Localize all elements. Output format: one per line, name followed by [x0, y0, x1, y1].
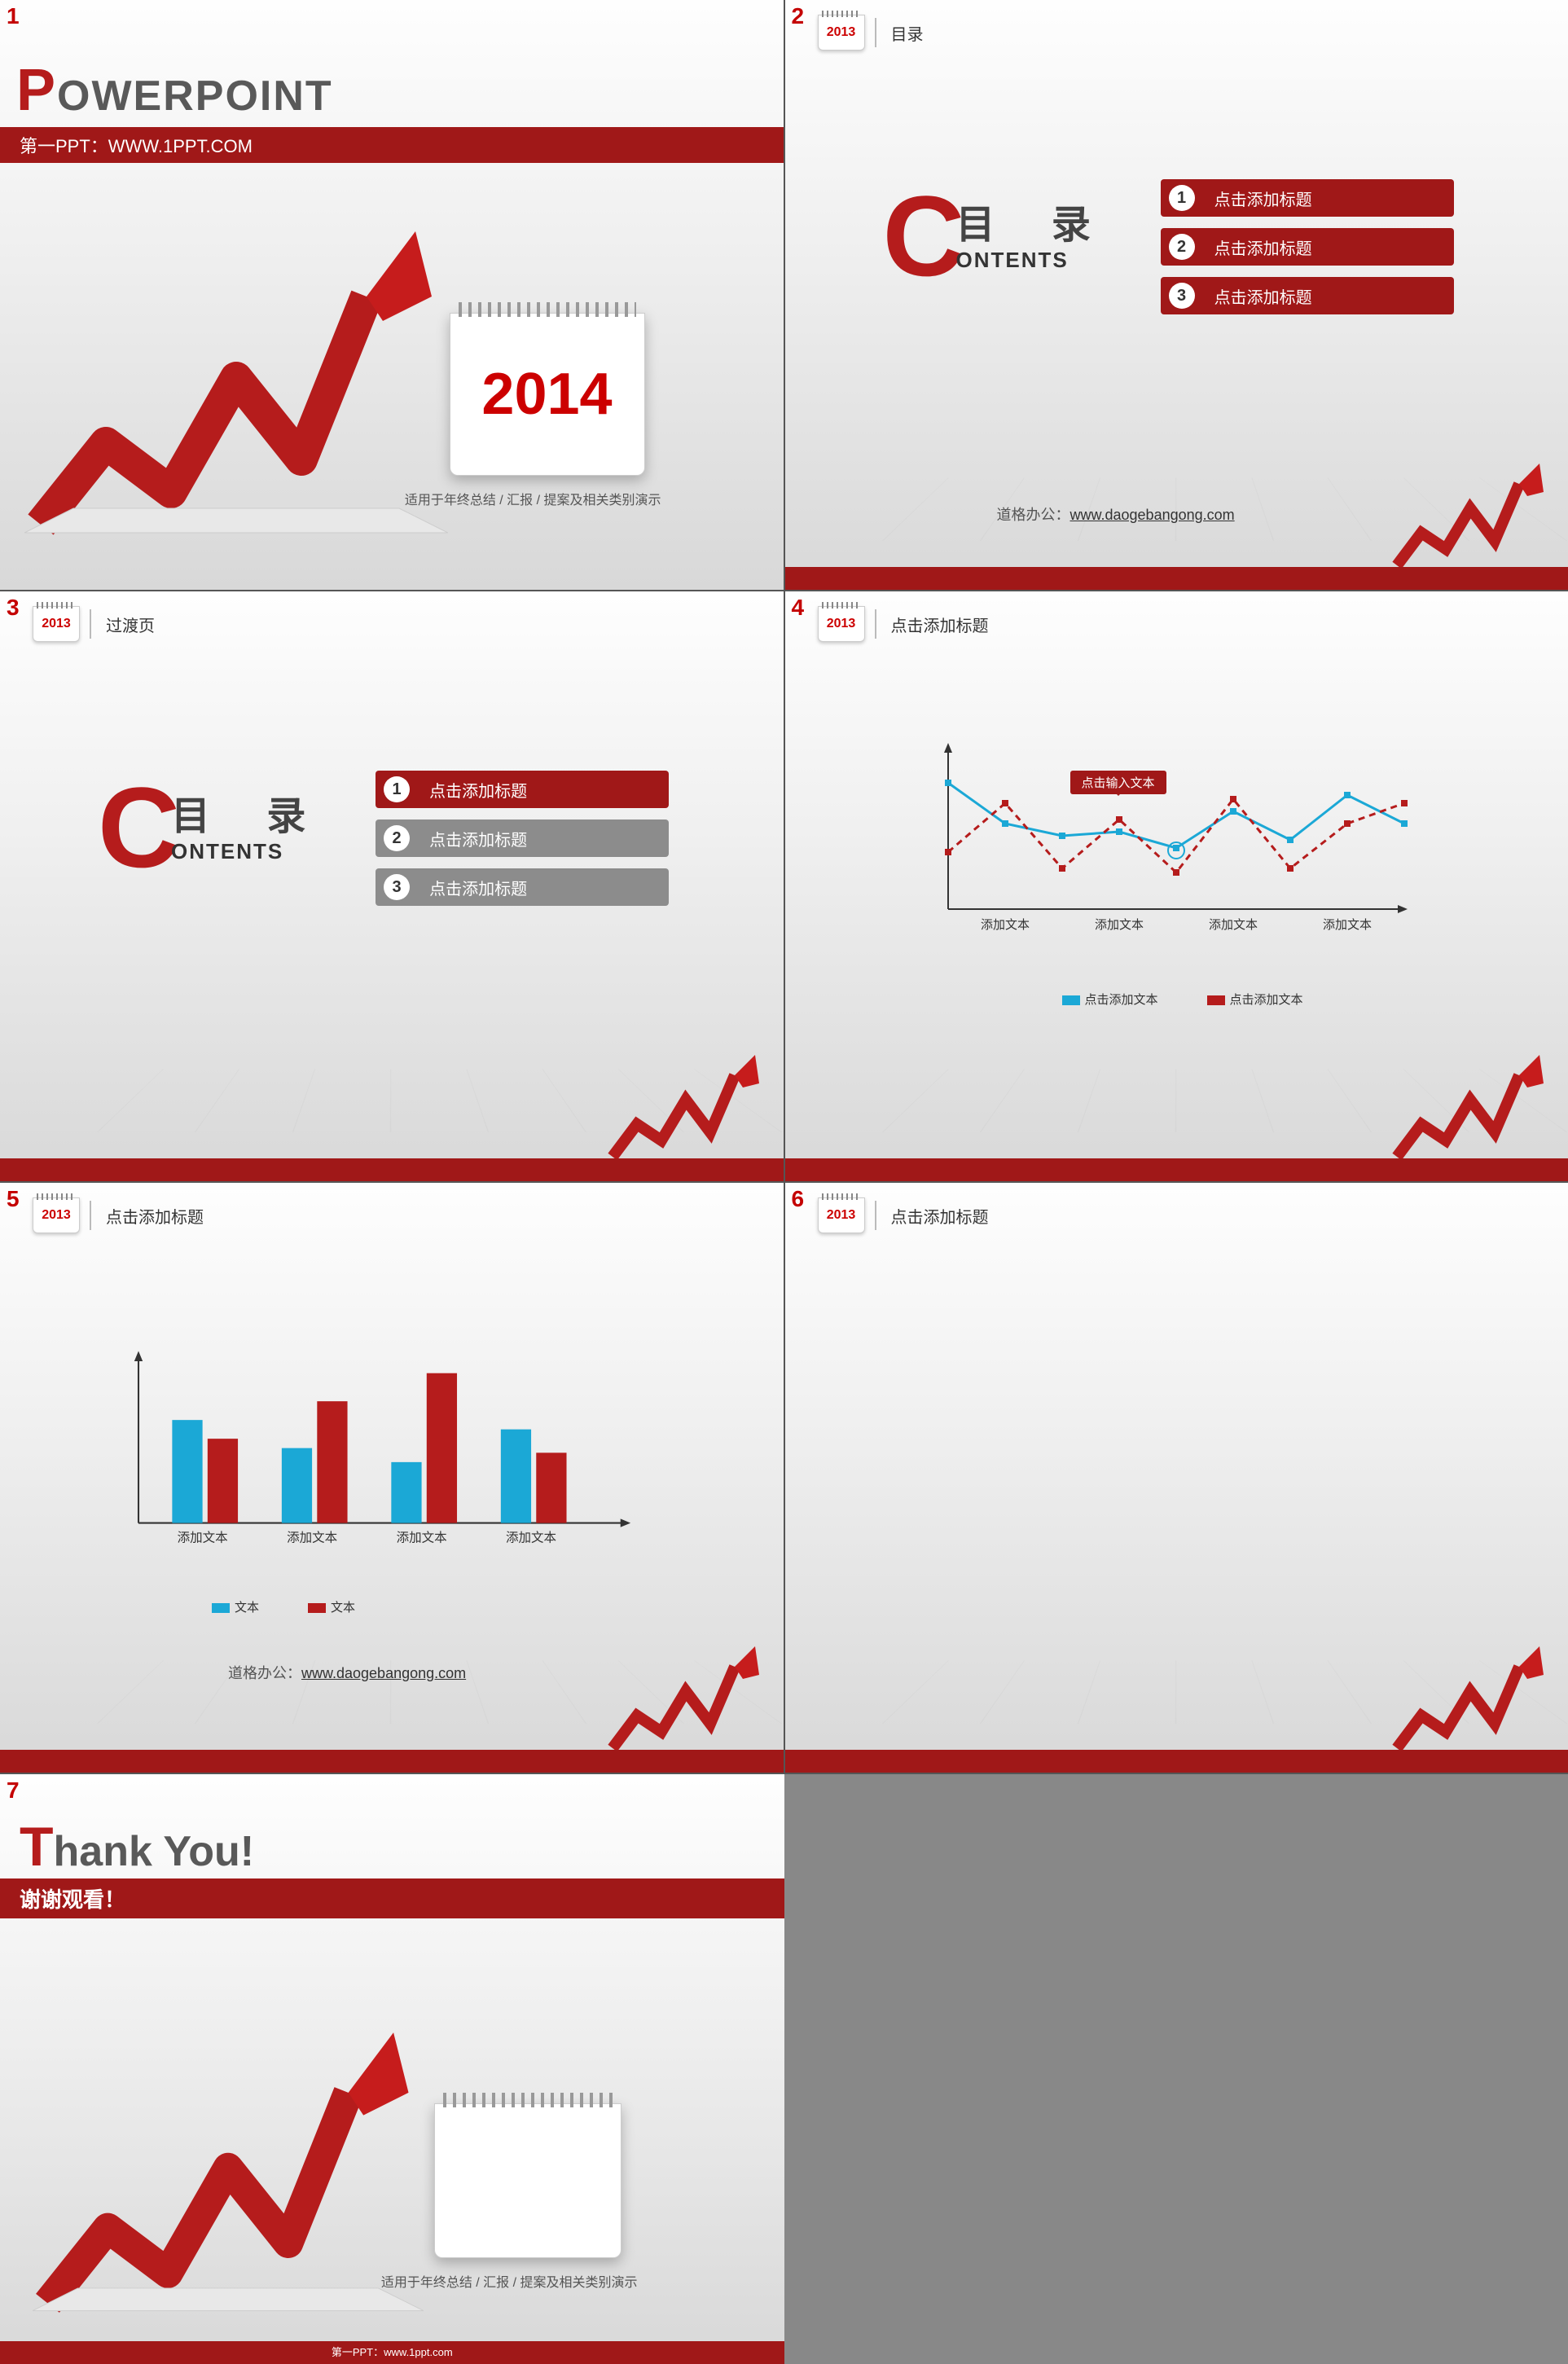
- slide-header: 点击添加标题: [875, 1201, 1568, 1230]
- credit-line: 道格办公：www.daogebangong.com: [997, 503, 1235, 525]
- item-label: 点击添加标题: [429, 827, 527, 850]
- main-title: POWERPOINT: [0, 57, 784, 124]
- slide-header: 过渡页: [90, 609, 784, 639]
- calendar-icon: 2014: [450, 313, 645, 476]
- chart-legend: 文本 文本: [212, 1598, 355, 1615]
- footer-strip: [785, 1750, 1568, 1773]
- contents-mark: C 目 录 ONTENTS: [883, 179, 965, 293]
- thankyou-band: Thank You! 谢谢观看！: [0, 1815, 784, 1918]
- arrow-decoration: [1389, 459, 1552, 573]
- subtitle-bar: 第一PPT：WWW.1PPT.COM: [0, 127, 784, 163]
- thankyou-subtitle: 谢谢观看！: [0, 1878, 784, 1918]
- svg-text:添加文本: 添加文本: [178, 1530, 228, 1545]
- slide-header: 目录: [875, 18, 1568, 47]
- item-label: 点击添加标题: [1214, 187, 1312, 210]
- year-badge: 2013: [818, 15, 865, 51]
- contents-items: 1 点击添加标题 2 点击添加标题 3 点击添加标题: [1161, 179, 1454, 314]
- footer-text: 第一PPT：www.1ppt.com: [332, 2344, 453, 2359]
- item-label: 点击添加标题: [1214, 284, 1312, 308]
- contents-block: C 目 录 ONTENTS 1 点击添加标题 2 点击添加标题 3 点击添加标题: [883, 179, 1454, 314]
- contents-item[interactable]: 2 点击添加标题: [376, 819, 669, 857]
- item-number: 1: [384, 776, 410, 802]
- item-number: 2: [384, 825, 410, 851]
- slide-number: 6: [792, 1186, 805, 1212]
- year-badge: 2013: [33, 1197, 80, 1233]
- slide-5[interactable]: 5 2013 点击添加标题 添加文本 添加文本 添加文本 添加文本 文本 文本 道格办公…: [0, 1183, 784, 1773]
- slide-1[interactable]: 1 POWERPOINT 第一PPT：WWW.1PPT.COM 2014 适用于…: [0, 0, 784, 590]
- year-badge: 2013: [818, 1197, 865, 1233]
- credit-link[interactable]: www.daogebangong.com: [1070, 507, 1235, 523]
- slide-number: 2: [792, 3, 805, 29]
- bar-chart: 添加文本 添加文本 添加文本 添加文本: [138, 1354, 627, 1566]
- chart-callout[interactable]: 点击输入文本: [1070, 771, 1166, 794]
- footer-strip: [0, 1750, 784, 1773]
- item-label: 点击添加标题: [1214, 235, 1312, 259]
- credit-link[interactable]: www.daogebangong.com: [301, 1665, 466, 1681]
- item-label: 点击添加标题: [429, 876, 527, 899]
- slide-7[interactable]: 7 Thank You! 谢谢观看！ 适用于年终总结 / 汇报 / 提案及相关类…: [0, 1774, 784, 2364]
- calendar-year: 2014: [481, 361, 612, 428]
- slide-number: 3: [7, 595, 20, 621]
- contents-item[interactable]: 1 点击添加标题: [1161, 179, 1454, 217]
- footer-strip: [785, 1158, 1568, 1181]
- credit-line: 道格办公：www.daogebangong.com: [228, 1662, 466, 1683]
- slide-grid: 1 POWERPOINT 第一PPT：WWW.1PPT.COM 2014 适用于…: [0, 0, 1568, 2364]
- legend-item: 文本: [212, 1598, 259, 1615]
- slide-4[interactable]: 4 2013 点击添加标题 添加文本 添加文本 添加文本 添加文本 点击输入文本 点击…: [785, 591, 1568, 1181]
- svg-text:添加文本: 添加文本: [1094, 918, 1143, 932]
- slide-number: 7: [7, 1777, 20, 1804]
- slide-header: 点击添加标题: [875, 609, 1568, 639]
- slide-number: 4: [792, 595, 805, 621]
- slide-number: 5: [7, 1186, 20, 1212]
- empty-cell: [784, 1774, 1568, 2364]
- title-band: POWERPOINT 第一PPT：WWW.1PPT.COM: [0, 57, 784, 163]
- thankyou-title: Thank You!: [0, 1815, 784, 1878]
- year-badge: 2013: [33, 606, 80, 642]
- slide-6[interactable]: 6 2013 点击添加标题: [785, 1183, 1568, 1773]
- item-number: 2: [1169, 234, 1195, 260]
- contents-item[interactable]: 3 点击添加标题: [1161, 277, 1454, 314]
- legend-item: 文本: [308, 1598, 355, 1615]
- legend-item: 点击添加文本: [1062, 991, 1158, 1008]
- svg-text:添加文本: 添加文本: [506, 1530, 556, 1545]
- item-number: 3: [384, 874, 410, 900]
- slide-header: 点击添加标题: [90, 1201, 784, 1230]
- svg-text:添加文本: 添加文本: [1322, 918, 1371, 932]
- contents-mark: C 目 录 ONTENTS: [98, 771, 180, 885]
- svg-text:添加文本: 添加文本: [287, 1530, 337, 1545]
- arrow-decoration: [604, 1051, 767, 1165]
- arrow-decoration: [1389, 1642, 1552, 1756]
- line-chart: 添加文本 添加文本 添加文本 添加文本 点击输入文本: [948, 738, 1404, 966]
- slide-number: 1: [7, 3, 20, 29]
- item-number: 1: [1169, 185, 1195, 211]
- legend-item: 点击添加文本: [1207, 991, 1303, 1008]
- slide-2[interactable]: 2 2013 目录 C 目 录 ONTENTS 1点击添加标题2点击添加标题3点…: [785, 0, 1568, 590]
- contents-item[interactable]: 1 点击添加标题: [376, 771, 669, 808]
- item-number: 3: [1169, 283, 1195, 309]
- usage-note: 适用于年终总结 / 汇报 / 提案及相关类别演示: [405, 489, 661, 508]
- svg-text:添加文本: 添加文本: [1208, 918, 1257, 932]
- contents-item[interactable]: 2 点击添加标题: [1161, 228, 1454, 266]
- chart-legend: 点击添加文本 点击添加文本: [1062, 991, 1303, 1008]
- arrow-decoration: [1389, 1051, 1552, 1165]
- year-badge: 2013: [818, 606, 865, 642]
- usage-note: 适用于年终总结 / 汇报 / 提案及相关类别演示: [381, 2271, 638, 2291]
- footer-strip: [0, 1158, 784, 1181]
- contents-items: 1 点击添加标题 2 点击添加标题 3 点击添加标题: [376, 771, 669, 906]
- svg-text:添加文本: 添加文本: [980, 918, 1029, 932]
- contents-block: C 目 录 ONTENTS 1 点击添加标题 2 点击添加标题 3 点击添加标题: [98, 771, 669, 906]
- item-label: 点击添加标题: [429, 778, 527, 802]
- calendar-icon: [434, 2103, 621, 2258]
- contents-item[interactable]: 3 点击添加标题: [376, 868, 669, 906]
- growth-arrow-icon: [33, 1997, 424, 2323]
- svg-text:添加文本: 添加文本: [397, 1530, 447, 1545]
- slide-3[interactable]: 3 2013 过渡页 C 目 录 ONTENTS 1点击添加标题2点击添加标题3…: [0, 591, 784, 1181]
- footer-strip: [785, 567, 1568, 590]
- arrow-decoration: [604, 1642, 767, 1756]
- growth-arrow-icon: [24, 199, 448, 541]
